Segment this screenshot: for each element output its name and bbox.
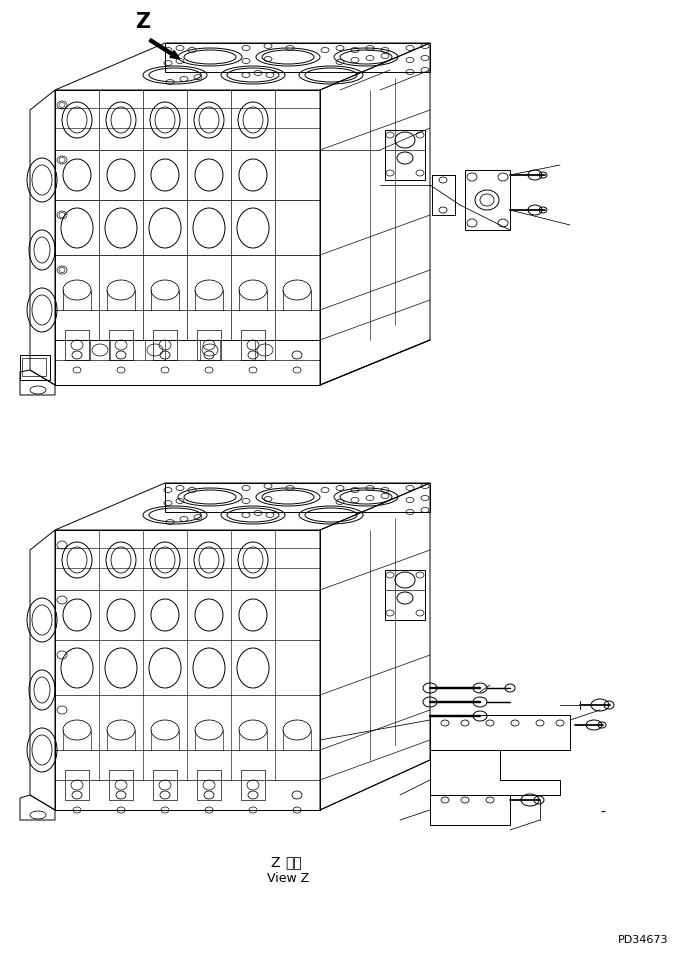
- Bar: [385, 570, 425, 620]
- Bar: [241, 330, 265, 360]
- Text: Z: Z: [135, 12, 150, 32]
- Bar: [153, 330, 177, 360]
- Bar: [197, 330, 221, 360]
- Bar: [109, 770, 133, 800]
- Text: Z: Z: [270, 856, 279, 870]
- Text: PD34673: PD34673: [618, 935, 668, 945]
- Bar: [65, 770, 89, 800]
- Bar: [241, 770, 265, 800]
- Text: -: -: [600, 806, 605, 820]
- Bar: [65, 330, 89, 360]
- Bar: [22, 358, 46, 376]
- Text: 視: 視: [285, 856, 302, 870]
- Text: View Z: View Z: [267, 872, 309, 885]
- Bar: [20, 355, 50, 380]
- Bar: [109, 330, 133, 360]
- FancyArrow shape: [149, 38, 180, 59]
- Bar: [197, 770, 221, 800]
- Bar: [153, 770, 177, 800]
- Bar: [385, 130, 425, 180]
